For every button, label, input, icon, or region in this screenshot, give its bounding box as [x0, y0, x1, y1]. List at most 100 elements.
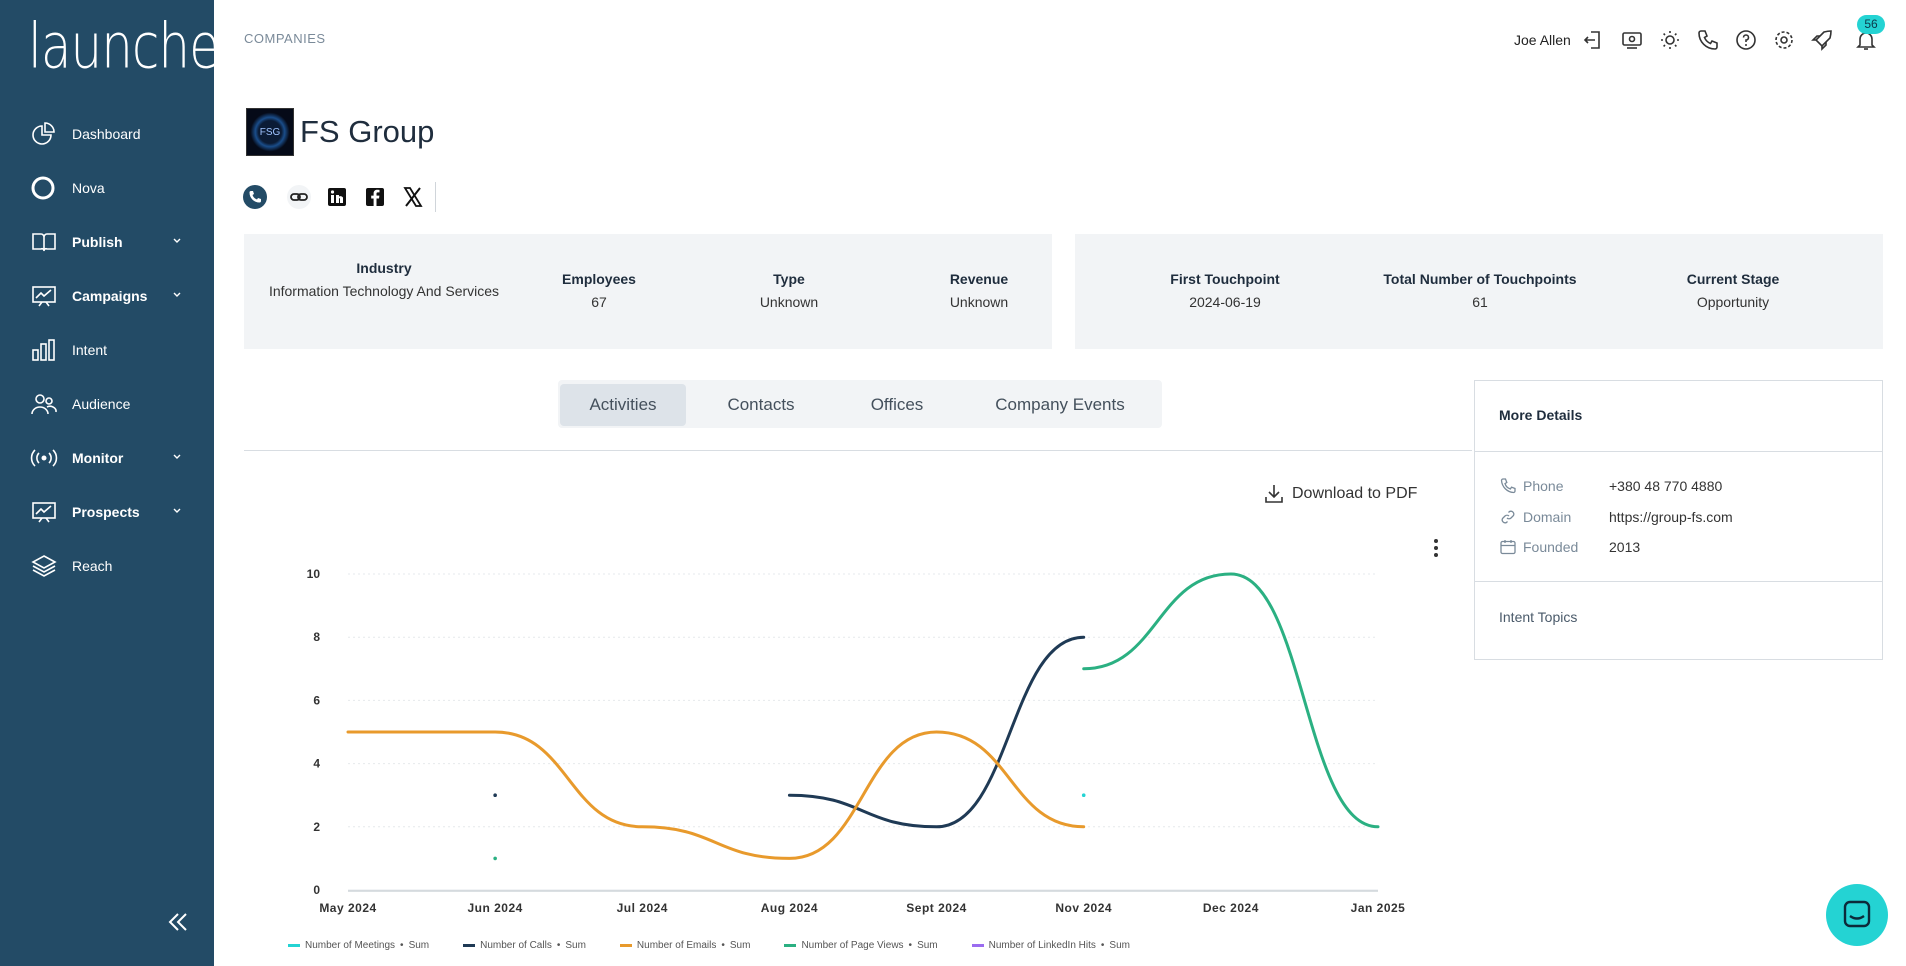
legend-swatch — [971, 944, 984, 947]
presentation-chart-icon — [30, 500, 58, 524]
legend-label: Number of Meetings — [305, 940, 396, 951]
download-pdf-button[interactable]: Download to PDF — [1262, 482, 1417, 506]
bar-chart-icon — [30, 338, 58, 362]
phone-icon[interactable] — [1696, 28, 1720, 52]
chevron-down-icon[interactable] — [170, 288, 184, 302]
layers-icon — [30, 554, 58, 578]
chevron-down-icon[interactable] — [170, 450, 184, 464]
app-logo[interactable]: launched — [28, 10, 251, 83]
y-tick-label: 10 — [307, 567, 321, 581]
legend-swatch — [463, 944, 476, 947]
divider — [244, 450, 1472, 451]
ring-icon — [30, 176, 58, 200]
series-line-number-of-emails[interactable] — [346, 730, 1086, 860]
chart-legend: Number of Meetings • Sum Number of Calls … — [288, 940, 1164, 951]
help-icon[interactable] — [1734, 28, 1758, 52]
pie-chart-icon — [30, 122, 58, 146]
user-name[interactable]: Joe Allen — [1514, 32, 1571, 48]
phone-icon[interactable] — [242, 184, 268, 210]
y-tick-label: 4 — [313, 757, 320, 771]
legend-agg: Sum — [917, 940, 938, 951]
details-title: More Details — [1499, 407, 1583, 423]
sidebar-item-campaigns[interactable]: Campaigns — [0, 276, 214, 316]
stat-value: 2024-06-19 — [1189, 294, 1261, 310]
screen-share-icon[interactable] — [1620, 28, 1644, 52]
phone-icon — [1500, 478, 1516, 494]
sun-icon[interactable] — [1658, 28, 1682, 52]
linkedin-icon[interactable] — [324, 184, 350, 210]
sidebar-item-monitor[interactable]: Monitor — [0, 438, 214, 478]
data-point-number-of-calls[interactable] — [493, 793, 497, 797]
notification-badge[interactable]: 56 — [1857, 15, 1885, 34]
legend-item-number-of-meetings[interactable]: Number of Meetings • Sum — [288, 940, 429, 951]
chevron-down-icon[interactable] — [170, 504, 184, 518]
rocket-icon[interactable] — [1810, 28, 1834, 52]
sidebar-item-publish[interactable]: Publish — [0, 222, 214, 262]
y-tick-label: 2 — [313, 820, 320, 834]
intent-topics-title[interactable]: Intent Topics — [1499, 609, 1578, 625]
legend-label: Number of Page Views — [801, 940, 904, 951]
legend-separator: • — [400, 940, 404, 951]
sidebar-item-intent[interactable]: Intent — [0, 330, 214, 370]
divider — [1475, 451, 1882, 452]
sidebar-item-nova[interactable]: Nova — [0, 168, 214, 208]
legend-item-number-of-calls[interactable]: Number of Calls • Sum — [463, 940, 586, 951]
sidebar-item-prospects[interactable]: Prospects — [0, 492, 214, 532]
legend-label: Number of Emails — [636, 940, 717, 951]
tab-contacts[interactable]: Contacts — [727, 395, 795, 414]
sidebar-item-label: Dashboard — [72, 126, 141, 142]
tab-company-events[interactable]: Company Events — [995, 395, 1125, 414]
details-phone-row: Phone +380 48 770 4880 — [1499, 477, 1722, 495]
logout-icon[interactable] — [1582, 28, 1606, 52]
series-line-number-of-page-views[interactable] — [1082, 572, 1380, 829]
stat-label: Revenue — [949, 271, 1009, 287]
data-point-number-of-page-views[interactable] — [493, 856, 497, 861]
stat-revenue: Revenue Unknown — [894, 271, 1064, 313]
chat-icon — [1843, 900, 1871, 928]
link-icon[interactable] — [286, 184, 312, 210]
details-founded-value: 2013 — [1609, 539, 1641, 555]
details-founded-row: Founded 2013 — [1499, 538, 1640, 556]
sidebar-item-dashboard[interactable]: Dashboard — [0, 114, 214, 154]
details-domain-value[interactable]: https://group-fs.com — [1609, 509, 1733, 525]
legend-item-number-of-emails[interactable]: Number of Emails • Sum — [619, 940, 750, 951]
chevron-down-icon[interactable] — [170, 234, 184, 248]
touchpoint-info-box: First Touchpoint 2024-06-19 Total Number… — [1075, 234, 1883, 349]
collapse-sidebar-icon[interactable] — [164, 908, 192, 936]
x-tick-label: Jun 2024 — [467, 901, 522, 915]
x-tick-label: May 2024 — [319, 901, 376, 915]
legend-separator: • — [1100, 940, 1105, 951]
company-name: FS Group — [300, 114, 435, 149]
breadcrumb[interactable]: COMPANIES — [244, 31, 326, 46]
sidebar-item-label: Nova — [72, 180, 105, 196]
legend-label: Number of Calls — [480, 940, 552, 951]
tab-activities[interactable]: Activities — [560, 384, 686, 426]
y-tick-label: 0 — [313, 883, 320, 897]
sidebar-item-reach[interactable]: Reach — [0, 546, 214, 586]
stat-label: Industry — [356, 260, 412, 276]
stat-value: 61 — [1472, 294, 1488, 310]
x-tick-label: Dec 2024 — [1203, 901, 1259, 915]
stat-value: Unknown — [949, 294, 1009, 310]
sidebar-item-audience[interactable]: Audience — [0, 384, 214, 424]
tab-offices[interactable]: Offices — [870, 395, 924, 414]
stat-employees: Employees 67 — [514, 271, 684, 313]
legend-item-number-of-page-views[interactable]: Number of Page Views • Sum — [784, 940, 938, 951]
x-tick-label: Jul 2024 — [617, 901, 668, 915]
details-phone-value[interactable]: +380 48 770 4880 — [1609, 478, 1723, 494]
chat-launcher-button[interactable] — [1826, 884, 1888, 946]
legend-item-number-of-linkedin-hits[interactable]: Number of LinkedIn Hits • Sum — [971, 940, 1130, 951]
series-line-number-of-calls[interactable] — [787, 635, 1086, 829]
sidebar-item-label: Reach — [72, 558, 113, 574]
y-tick-label: 6 — [313, 693, 320, 707]
link-icon — [1501, 510, 1515, 524]
stat-industry: Industry Information Technology And Serv… — [264, 260, 504, 302]
chart-menu-icon[interactable] — [1426, 536, 1446, 560]
sidebar-item-label: Monitor — [72, 450, 124, 466]
sidebar: launched Dashboard Nova Publish Campaigns In… — [0, 0, 251, 966]
gear-icon[interactable] — [1772, 28, 1796, 52]
legend-swatch — [288, 944, 300, 947]
data-point-number-of-meetings[interactable] — [1081, 793, 1086, 797]
facebook-icon[interactable] — [362, 184, 388, 210]
x-icon[interactable] — [400, 184, 426, 210]
